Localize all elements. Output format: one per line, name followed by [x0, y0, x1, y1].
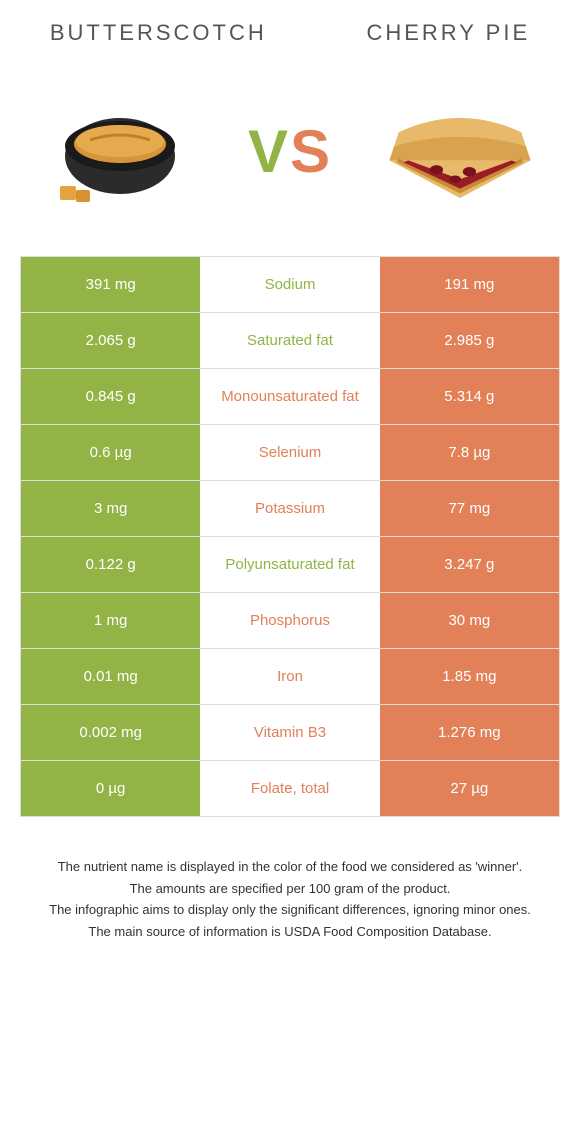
table-row: 3 mgPotassium77 mg [21, 480, 559, 536]
table-row: 0.845 gMonounsaturated fat5.314 g [21, 368, 559, 424]
food-b-title: CHERRY PIE [366, 20, 530, 46]
right-value: 191 mg [380, 257, 559, 312]
vs-s: S [290, 118, 332, 185]
footnote-line: The main source of information is USDA F… [40, 922, 540, 942]
food-a-image [40, 71, 200, 231]
table-row: 0 µgFolate, total27 µg [21, 760, 559, 816]
right-value: 1.85 mg [380, 649, 559, 704]
vs-label: VS [248, 117, 332, 186]
hero: VS [0, 56, 580, 256]
right-value: 7.8 µg [380, 425, 559, 480]
right-value: 27 µg [380, 761, 559, 816]
table-row: 0.6 µgSelenium7.8 µg [21, 424, 559, 480]
right-value: 77 mg [380, 481, 559, 536]
right-value: 30 mg [380, 593, 559, 648]
footnotes: The nutrient name is displayed in the co… [40, 857, 540, 941]
left-value: 3 mg [21, 481, 200, 536]
nutrient-name: Iron [200, 649, 379, 704]
left-value: 0.002 mg [21, 705, 200, 760]
nutrient-name: Potassium [200, 481, 379, 536]
nutrient-name: Vitamin B3 [200, 705, 379, 760]
nutrient-name: Sodium [200, 257, 379, 312]
left-value: 0 µg [21, 761, 200, 816]
butterscotch-icon [50, 96, 190, 206]
table-row: 391 mgSodium191 mg [21, 256, 559, 312]
left-value: 0.845 g [21, 369, 200, 424]
nutrient-name: Monounsaturated fat [200, 369, 379, 424]
footnote-line: The amounts are specified per 100 gram o… [40, 879, 540, 899]
table-row: 1 mgPhosphorus30 mg [21, 592, 559, 648]
right-value: 3.247 g [380, 537, 559, 592]
right-value: 2.985 g [380, 313, 559, 368]
left-value: 0.01 mg [21, 649, 200, 704]
footnote-line: The nutrient name is displayed in the co… [40, 857, 540, 877]
table-row: 2.065 gSaturated fat2.985 g [21, 312, 559, 368]
vs-v: V [248, 118, 290, 185]
left-value: 391 mg [21, 257, 200, 312]
food-a-title: BUTTERSCOTCH [50, 20, 267, 46]
right-value: 5.314 g [380, 369, 559, 424]
table-row: 0.002 mgVitamin B31.276 mg [21, 704, 559, 760]
left-value: 0.122 g [21, 537, 200, 592]
food-b-image [380, 71, 540, 231]
nutrient-name: Folate, total [200, 761, 379, 816]
header-titles: BUTTERSCOTCH CHERRY PIE [0, 0, 580, 56]
left-value: 1 mg [21, 593, 200, 648]
nutrient-name: Saturated fat [200, 313, 379, 368]
table-row: 0.01 mgIron1.85 mg [21, 648, 559, 704]
left-value: 2.065 g [21, 313, 200, 368]
comparison-table: 391 mgSodium191 mg2.065 gSaturated fat2.… [20, 256, 560, 817]
nutrient-name: Selenium [200, 425, 379, 480]
left-value: 0.6 µg [21, 425, 200, 480]
nutrient-name: Polyunsaturated fat [200, 537, 379, 592]
table-row: 0.122 gPolyunsaturated fat3.247 g [21, 536, 559, 592]
footnote-line: The infographic aims to display only the… [40, 900, 540, 920]
cherry-pie-icon [380, 91, 540, 211]
right-value: 1.276 mg [380, 705, 559, 760]
nutrient-name: Phosphorus [200, 593, 379, 648]
